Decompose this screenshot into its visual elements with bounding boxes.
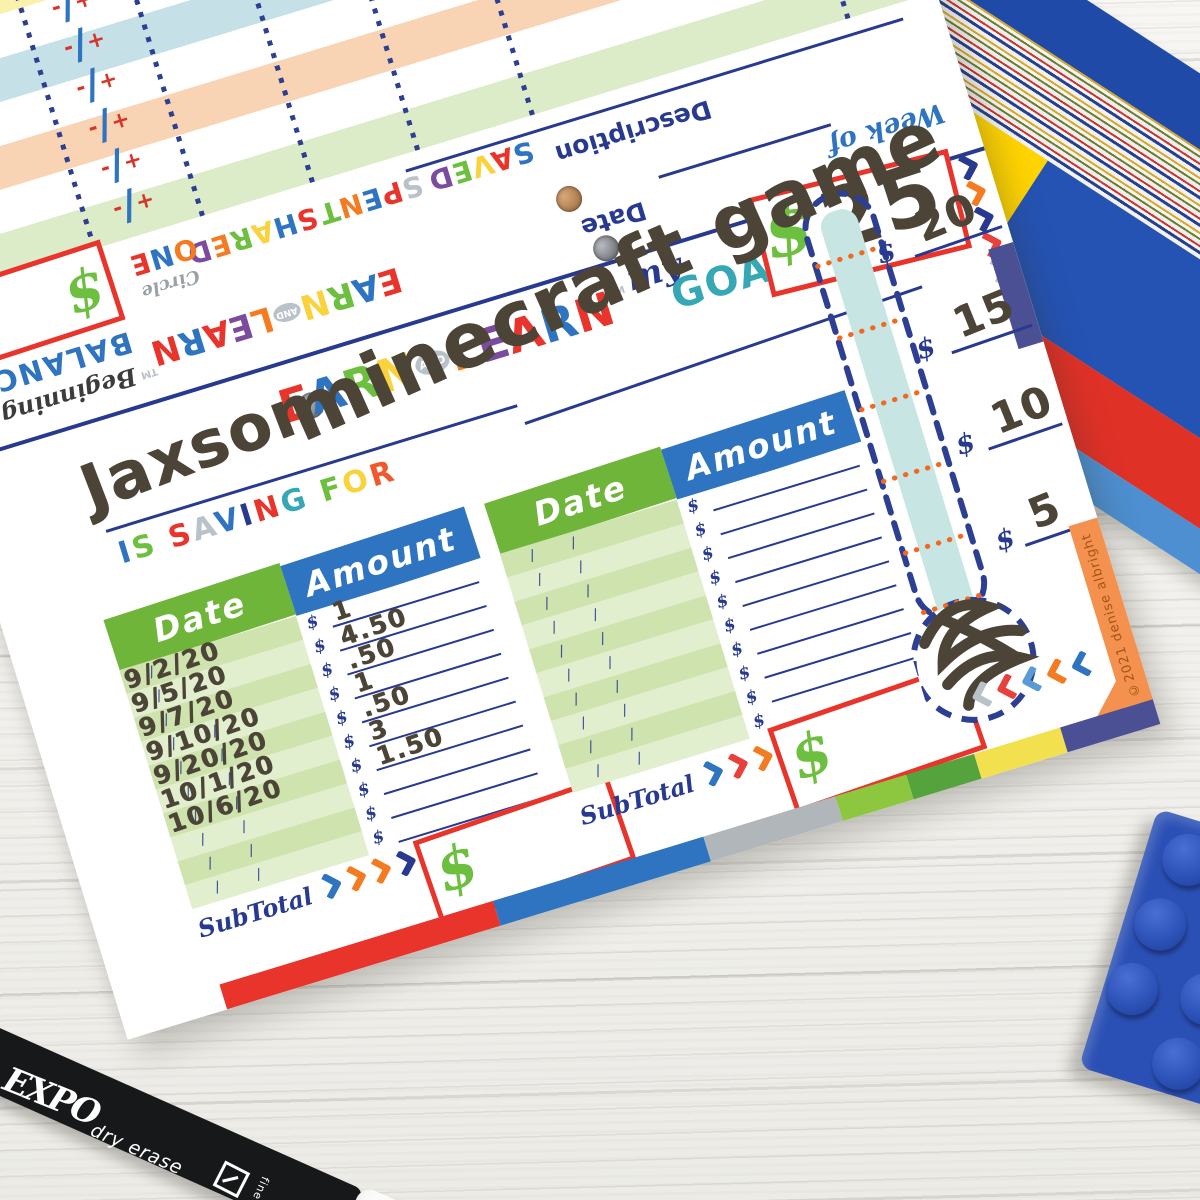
- dollar-sign: $: [781, 716, 842, 794]
- trademark: TM: [139, 365, 159, 381]
- chevron-icon: [696, 760, 724, 788]
- chevron-icon: [1021, 665, 1049, 693]
- dollar-sign: $: [347, 754, 366, 778]
- dollar-sign: $: [743, 686, 761, 709]
- brick-stud: [1173, 966, 1200, 1032]
- chevron-icon: [1046, 657, 1074, 685]
- dollar-sign: $: [355, 778, 373, 802]
- dollar-sign: $: [706, 566, 724, 590]
- worksheet-bottom-half: EARNANDLEARNTM my GOAL $ 25 Jaxson IS SA…: [0, 91, 1161, 1040]
- goal-thermometer: [802, 190, 1040, 723]
- dollar-sign: $: [691, 518, 710, 542]
- dollar-sign: $: [318, 658, 336, 682]
- dollar-sign: $: [369, 826, 388, 849]
- dollar-sign: $: [325, 682, 344, 706]
- dollar-sign: $: [699, 542, 717, 566]
- marker-eraser-icon: [212, 1160, 251, 1199]
- dollar-sign: $: [304, 611, 322, 634]
- brick-stud: [1145, 1031, 1200, 1097]
- dollar-sign: $: [713, 590, 732, 614]
- chevron-icon: [721, 752, 749, 780]
- marker-brand-logo: EXPO: [0, 1059, 105, 1135]
- thermometer-tube: [802, 190, 988, 621]
- marker-tip-label: fine: [249, 1174, 272, 1200]
- dollar-sign: $: [340, 730, 358, 754]
- ledger-right: Date Amount //$//$//$//$//$//$//$//$//$ /…: [484, 390, 988, 831]
- dollar-sign: $: [728, 638, 746, 661]
- earn-letters: EARN: [295, 259, 406, 328]
- dollar-sign: $: [56, 257, 115, 332]
- bulb-scribble: [919, 599, 1040, 711]
- dollar-sign: $: [750, 709, 768, 733]
- dollar-sign: $: [426, 828, 487, 907]
- spent-column-header: SPENT: [315, 168, 427, 231]
- thermometer-level-dots: [815, 243, 992, 615]
- brick-stud: [1155, 827, 1200, 893]
- dollar-sign: $: [684, 494, 702, 518]
- brick-stud: [1099, 956, 1165, 1022]
- scale-value-handwritten: 5: [1020, 481, 1069, 539]
- chevron-icon: [364, 857, 392, 885]
- chevron-icon: [339, 865, 367, 893]
- dollar-sign: $: [735, 662, 753, 685]
- dollar-sign: $: [362, 802, 380, 826]
- dollar-sign: $: [311, 635, 329, 658]
- learn-letters: LEARN: [146, 298, 278, 373]
- chevron-icon: [314, 872, 342, 901]
- chevron-icon: [389, 850, 417, 878]
- thermometer-fill: [820, 209, 975, 622]
- marker-product-label: dry erase: [87, 1119, 187, 1180]
- scale-value-handwritten: 10: [983, 374, 1060, 444]
- description-column-label: Description: [551, 94, 715, 170]
- brick-stud: [1127, 891, 1193, 957]
- dollar-sign: $: [721, 614, 739, 637]
- chevron-icon: [971, 680, 999, 708]
- chevron-icon: [746, 745, 774, 773]
- chevron-icon: [996, 672, 1024, 700]
- saved-column-header: SAVED: [424, 134, 538, 197]
- dollar-sign: $: [333, 706, 351, 730]
- chevron-icon: [951, 154, 979, 182]
- earn-and-learn-worksheet: Week of Date Description EARNANDLEARNTM …: [0, 0, 1161, 1040]
- and-badge: AND: [270, 299, 303, 326]
